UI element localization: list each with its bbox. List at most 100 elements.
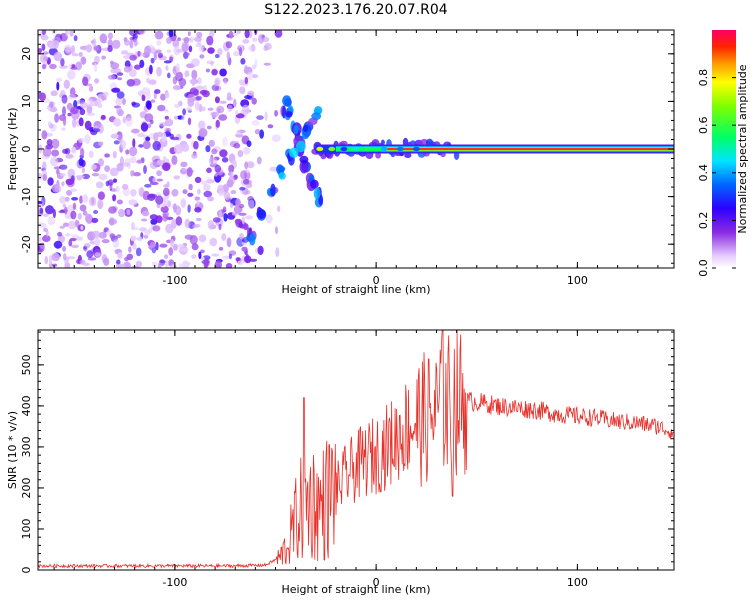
noise-blob: [140, 122, 149, 132]
noise-blob: [240, 58, 246, 65]
noise-blob: [165, 260, 170, 268]
noise-blob: [203, 184, 211, 191]
noise-blob: [191, 78, 196, 86]
noise-blob: [64, 147, 71, 155]
noise-blob: [119, 263, 126, 268]
noise-blob: [277, 205, 281, 213]
noise-blob: [44, 256, 49, 265]
noise-blob: [257, 245, 264, 255]
snr-ylabel: SNR (10 * v/v): [6, 411, 19, 489]
noise-blob: [218, 209, 222, 219]
noise-blob: [191, 254, 197, 259]
y-tick-label: 300: [20, 436, 33, 457]
noise-blob: [94, 252, 101, 257]
echo-lower-branch: [278, 172, 286, 180]
colorbar-tick-label: 0.6: [697, 116, 710, 134]
noise-blob: [38, 221, 44, 228]
noise-blob: [163, 184, 170, 188]
noise-blob: [233, 98, 237, 108]
noise-blob: [40, 34, 49, 41]
x-tick-label: 100: [567, 576, 588, 589]
noise-blob: [152, 140, 161, 151]
noise-blob: [45, 144, 53, 150]
noise-blob: [252, 74, 258, 79]
noise-blob: [59, 164, 68, 170]
noise-blob: [181, 41, 190, 52]
noise-blob: [238, 203, 245, 209]
noise-blob: [107, 45, 113, 53]
noise-blob: [170, 136, 180, 141]
noise-blob: [245, 190, 251, 195]
noise-blob: [150, 219, 158, 225]
noise-blob: [50, 90, 58, 97]
noise-blob: [166, 49, 171, 53]
noise-blob: [165, 65, 169, 71]
noise-blob: [150, 57, 155, 64]
noise-blob: [49, 101, 54, 108]
noise-blob: [89, 240, 96, 245]
noise-blob: [116, 91, 125, 99]
echo-upper-branch: [313, 187, 321, 200]
noise-blob: [101, 55, 106, 60]
noise-blob: [67, 220, 77, 230]
echo-upper-branch: [299, 159, 309, 174]
noise-blob: [51, 138, 60, 149]
noise-blob: [82, 210, 88, 216]
snr-xlabel: Height of straight line (km): [281, 583, 430, 596]
y-tick-label: 10: [20, 94, 33, 108]
noise-blob: [86, 250, 94, 258]
noise-blob: [78, 52, 83, 57]
noise-blob: [154, 30, 164, 40]
noise-blob: [59, 196, 67, 204]
noise-blob: [198, 234, 207, 243]
noise-blob: [226, 237, 232, 248]
noise-blob: [222, 206, 227, 213]
noise-blob: [182, 189, 188, 195]
noise-blob: [239, 46, 243, 57]
noise-blob: [173, 175, 181, 180]
noise-blob: [159, 122, 168, 127]
noise-blob: [234, 218, 241, 225]
noise-blob: [272, 134, 281, 143]
noise-blob: [52, 40, 59, 49]
noise-blob: [79, 195, 83, 204]
noise-blob: [264, 111, 268, 122]
noise-blob: [143, 234, 149, 239]
noise-blob: [39, 242, 45, 250]
noise-blob: [191, 58, 200, 67]
noise-blob: [211, 148, 218, 155]
noise-blob: [195, 95, 202, 101]
noise-blob: [62, 203, 67, 208]
noise-blob: [140, 218, 148, 222]
noise-blob: [246, 140, 252, 147]
noise-blob: [69, 188, 78, 192]
noise-blob: [208, 157, 218, 165]
noise-blob: [131, 78, 141, 86]
noise-blob: [47, 177, 54, 186]
noise-blob: [39, 207, 44, 214]
noise-blob: [53, 51, 63, 62]
noise-blob: [227, 104, 233, 113]
noise-blob: [207, 107, 214, 111]
noise-blob: [130, 235, 137, 242]
noise-blob: [70, 106, 79, 115]
noise-blob: [98, 158, 104, 167]
noise-blob: [135, 247, 142, 257]
noise-blob: [105, 180, 110, 187]
noise-blob: [122, 97, 126, 106]
noise-blob: [171, 189, 179, 197]
noise-blob: [156, 40, 162, 46]
noise-blob: [188, 45, 193, 53]
noise-blob: [214, 53, 220, 59]
noise-blob: [104, 165, 110, 173]
noise-blob: [48, 254, 53, 265]
noise-blob: [120, 50, 129, 55]
noise-blob: [126, 208, 131, 216]
noise-blob: [184, 218, 191, 229]
noise-blob: [163, 60, 172, 64]
noise-blob: [83, 246, 88, 252]
carrier-node: [340, 146, 348, 152]
carrier-band: [386, 148, 674, 150]
noise-blob: [196, 199, 200, 205]
noise-blob: [193, 88, 200, 96]
